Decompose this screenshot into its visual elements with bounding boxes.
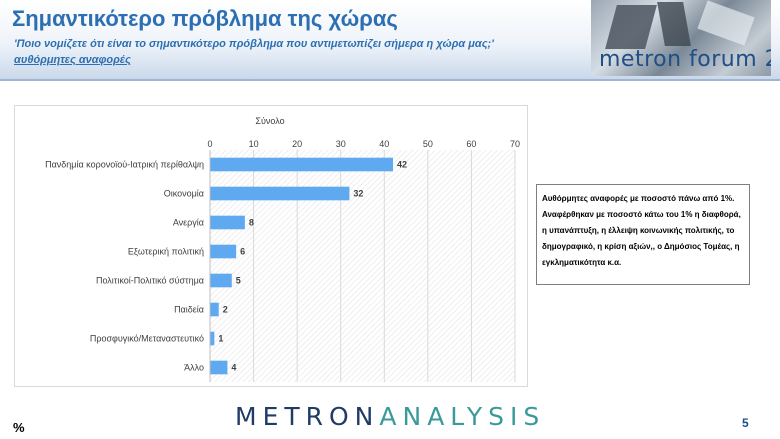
x-tick-label: 0 xyxy=(207,139,212,149)
bar xyxy=(210,273,232,288)
question-subtitle: 'Ποιο νομίζετε ότι είναι το σημαντικότερ… xyxy=(14,38,494,50)
x-tick-label: 70 xyxy=(510,139,520,149)
metron-forum-logo: metron forum 2.0 xyxy=(591,0,771,76)
bar xyxy=(210,244,237,259)
x-tick-label: 50 xyxy=(423,139,433,149)
bar-value-label: 6 xyxy=(240,247,245,257)
bar-value-label: 42 xyxy=(397,160,407,170)
note-line: εγκληματικότητα κ.α. xyxy=(542,258,622,267)
metron-analysis-brand: METRONANALYSIS xyxy=(235,402,545,431)
category-label: Προσφυγικό/Μεταναστευτικό xyxy=(90,334,204,344)
category-label: Πολιτικοί-Πολιτικό σύστημα xyxy=(96,276,204,286)
brand-part1: METRON xyxy=(235,402,380,431)
category-label: Άλλο xyxy=(184,363,204,373)
page-number: 5 xyxy=(742,416,749,430)
bar xyxy=(210,186,350,201)
x-tick-label: 60 xyxy=(466,139,476,149)
bar-value-label: 32 xyxy=(353,189,363,199)
header-divider xyxy=(0,79,780,81)
category-label: Ανεργία xyxy=(173,218,204,228)
bar xyxy=(210,215,245,230)
note-line: Αναφέρθηκαν με ποσοστό κάτω του 1% η δια… xyxy=(542,210,741,219)
category-label: Παιδεία xyxy=(174,305,204,315)
bar-value-label: 4 xyxy=(231,363,236,373)
logo-graphic-shape xyxy=(657,2,691,46)
bar-value-label: 8 xyxy=(249,218,254,228)
note-lines: Αυθόρμητες αναφορές με ποσοστό πάνω από … xyxy=(542,191,744,271)
brand-part2: ANALYSIS xyxy=(379,402,546,431)
note-line: η υπανάπτυξη, η έλλειψη κοινωνικής πολιτ… xyxy=(542,226,735,235)
percent-sign: % xyxy=(13,420,25,435)
page-title: Σημαντικότερο πρόβλημα της χώρας xyxy=(12,6,398,31)
x-tick-label: 20 xyxy=(292,139,302,149)
logo-text: metron forum 2.0 xyxy=(599,47,771,72)
x-tick-label: 40 xyxy=(379,139,389,149)
bar-value-label: 1 xyxy=(218,334,223,344)
chart-title: Σύνολο xyxy=(255,116,284,126)
x-tick-label: 10 xyxy=(249,139,259,149)
category-label: Οικονομία xyxy=(164,189,204,199)
category-label: Εξωτερική πολιτική xyxy=(128,247,204,257)
note-line: δημογραφικό, η κρίση αξιών,, ο Δημόσιος … xyxy=(542,242,740,251)
logo-graphic-shape xyxy=(697,0,755,46)
bar-value-label: 5 xyxy=(236,276,241,286)
note-box: Αυθόρμητες αναφορές με ποσοστό πάνω από … xyxy=(536,184,750,285)
bar xyxy=(210,360,228,375)
category-label: Πανδημία κορονοϊού-Ιατρική περίθαλψη xyxy=(45,160,204,170)
bar xyxy=(210,331,215,346)
bar xyxy=(210,302,219,317)
chart-panel: Σύνολο 0 10 20 30 40 50 60 70 42 Πανδημία κορονοϊο… xyxy=(14,105,528,387)
logo-graphic-shape xyxy=(605,5,657,49)
x-tick-label: 30 xyxy=(336,139,346,149)
plot-background xyxy=(210,150,515,382)
bar xyxy=(210,157,393,172)
answer-type-subtitle: αυθόρμητες αναφορές xyxy=(14,54,131,66)
note-line: Αυθόρμητες αναφορές με ποσοστό πάνω από … xyxy=(542,194,735,203)
bar-value-label: 2 xyxy=(223,305,228,315)
